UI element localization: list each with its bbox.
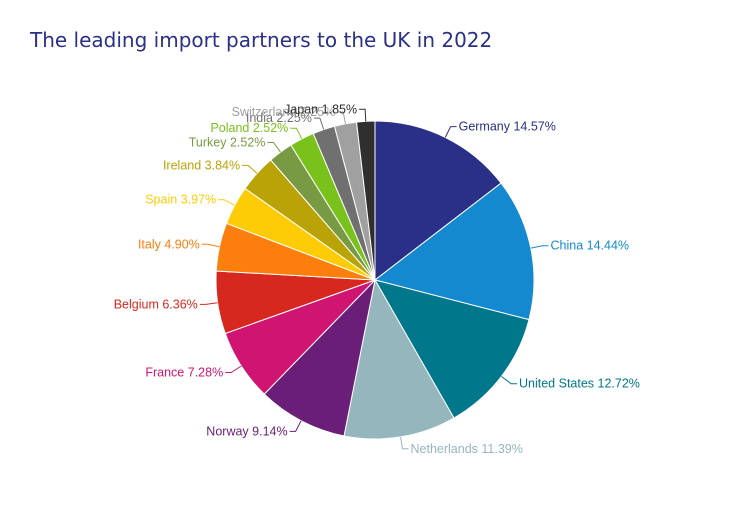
leader-line-france [225, 365, 242, 373]
leader-line-germany [444, 126, 457, 138]
data-label-poland: Poland 2.52% [210, 121, 288, 135]
pie-slice-norway [263, 278, 376, 437]
data-label-india: India 2.25% [246, 111, 312, 125]
leader-line-belgium [199, 302, 218, 305]
data-label-switzerland: Switzerland 2.25% [232, 105, 336, 119]
data-label-ireland: Ireland 3.84% [163, 158, 240, 172]
data-label-norway: Norway 9.14% [206, 424, 287, 438]
chart-title: The leading import partners to the UK in… [30, 28, 493, 52]
pie-slice-netherlands [343, 278, 455, 440]
leader-line-india [313, 117, 325, 130]
pie-slices [215, 120, 535, 440]
data-label-belgium: Belgium 6.36% [114, 297, 198, 311]
leader-line-united-states [501, 376, 517, 385]
data-label-japan: Japan 1.85% [284, 102, 357, 116]
data-label-spain: Spain 3.97% [145, 193, 216, 207]
data-label-united-states: United States 12.72% [519, 377, 640, 391]
leader-line-norway [289, 420, 302, 432]
pie-slice-china [373, 182, 535, 321]
data-label-italy: Italy 4.90% [138, 237, 200, 251]
leader-line-switzerland [337, 111, 346, 124]
data-label-netherlands: Netherlands 11.39% [411, 442, 523, 456]
pie-slice-united-states [373, 279, 530, 419]
leader-line-ireland [242, 164, 258, 174]
pie-labels: Germany 14.57% China 14.44% United States … [114, 102, 640, 456]
leader-line-china [530, 245, 549, 249]
leader-line-poland [290, 127, 303, 140]
leader-line-japan [359, 108, 367, 122]
leader-line-turkey [267, 142, 281, 153]
data-label-france: France 7.28% [145, 366, 223, 380]
leader-line-italy [201, 243, 220, 248]
leader-line-netherlands [400, 436, 409, 450]
data-label-germany: Germany 14.57% [459, 120, 556, 134]
leader-line-spain [218, 199, 235, 206]
data-label-china: China 14.44% [551, 239, 630, 253]
data-label-turkey: Turkey 2.52% [189, 136, 266, 150]
